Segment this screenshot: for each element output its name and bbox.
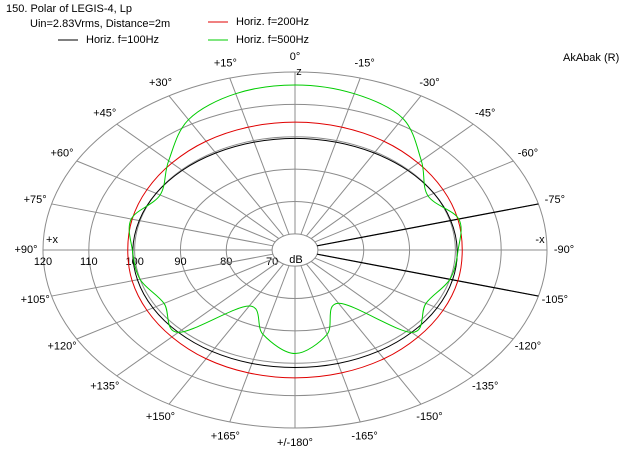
grid-spoke — [229, 77, 290, 235]
grid-spoke — [116, 261, 280, 377]
grid-spoke — [168, 263, 284, 405]
angle-tick-label: +30° — [149, 77, 172, 89]
angle-tick-label: +165° — [211, 430, 240, 442]
angle-tick-label: -30° — [419, 77, 439, 89]
angle-tick-label: +135° — [90, 380, 119, 392]
chart-subtitle: Uin=2.83Vrms, Distance=2m — [30, 18, 170, 30]
angle-tick-label: -75° — [545, 194, 565, 206]
grid-spoke — [314, 257, 514, 340]
angle-tick-label: -165° — [351, 430, 377, 442]
angle-tick-label: -60° — [518, 147, 538, 159]
angle-tick-label: +75° — [24, 194, 47, 206]
polar-curve — [128, 84, 462, 355]
angle-tick-label: +120° — [47, 340, 76, 352]
marker-ray — [317, 203, 539, 247]
polar-curve — [127, 121, 463, 379]
angle-tick-label: +105° — [21, 294, 50, 306]
angle-tick-label: -135° — [472, 380, 498, 392]
grid-spoke — [300, 265, 361, 423]
grid-spoke — [300, 77, 361, 235]
r-tick-label: 110 — [80, 256, 98, 268]
grid-spoke — [310, 123, 474, 239]
grid-spoke — [76, 257, 276, 340]
angle-tick-label: 0° — [290, 51, 301, 63]
angle-tick-label: -150° — [416, 411, 442, 423]
angle-tick-label: -45° — [475, 107, 495, 119]
legend-label: Horiz. f=100Hz — [86, 34, 159, 46]
grid-spoke — [229, 265, 290, 423]
grid-spoke — [314, 160, 514, 243]
axis-label: -x — [535, 234, 545, 246]
grid-spoke — [310, 261, 474, 377]
r-unit: dB — [289, 254, 302, 266]
polar-curve — [132, 137, 458, 368]
angle-tick-label: +15° — [214, 57, 237, 69]
angle-tick-label: +150° — [146, 411, 175, 423]
angle-tick-label: +90° — [14, 244, 37, 256]
r-tick-label: 90 — [174, 256, 186, 268]
r-tick-label: 70 — [266, 256, 278, 268]
angle-tick-label: +/-180° — [277, 437, 313, 449]
angle-tick-label: -105° — [542, 294, 568, 306]
r-tick-label: 120 — [34, 256, 52, 268]
grid-spoke — [51, 203, 273, 247]
grid-spoke — [306, 263, 422, 405]
grid-spoke — [168, 95, 284, 237]
chart-title: 150. Polar of LEGIS-4, Lp — [6, 3, 132, 15]
watermark: AkAbak (R) — [563, 52, 619, 64]
angle-tick-label: +60° — [51, 147, 74, 159]
grid-spoke — [306, 95, 422, 237]
r-tick-label: 80 — [220, 256, 232, 268]
legend-label: Horiz. f=500Hz — [236, 34, 309, 46]
grid-spoke — [51, 253, 273, 297]
axis-label: +x — [46, 234, 58, 246]
legend-label: Horiz. f=200Hz — [236, 16, 309, 28]
grid-spoke — [116, 123, 280, 239]
angle-tick-label: -120° — [515, 340, 541, 352]
grid-spoke — [76, 160, 276, 243]
angle-tick-label: +45° — [93, 107, 116, 119]
marker-ray — [317, 253, 539, 297]
angle-tick-label: -90° — [554, 244, 574, 256]
angle-tick-label: -15° — [354, 57, 374, 69]
